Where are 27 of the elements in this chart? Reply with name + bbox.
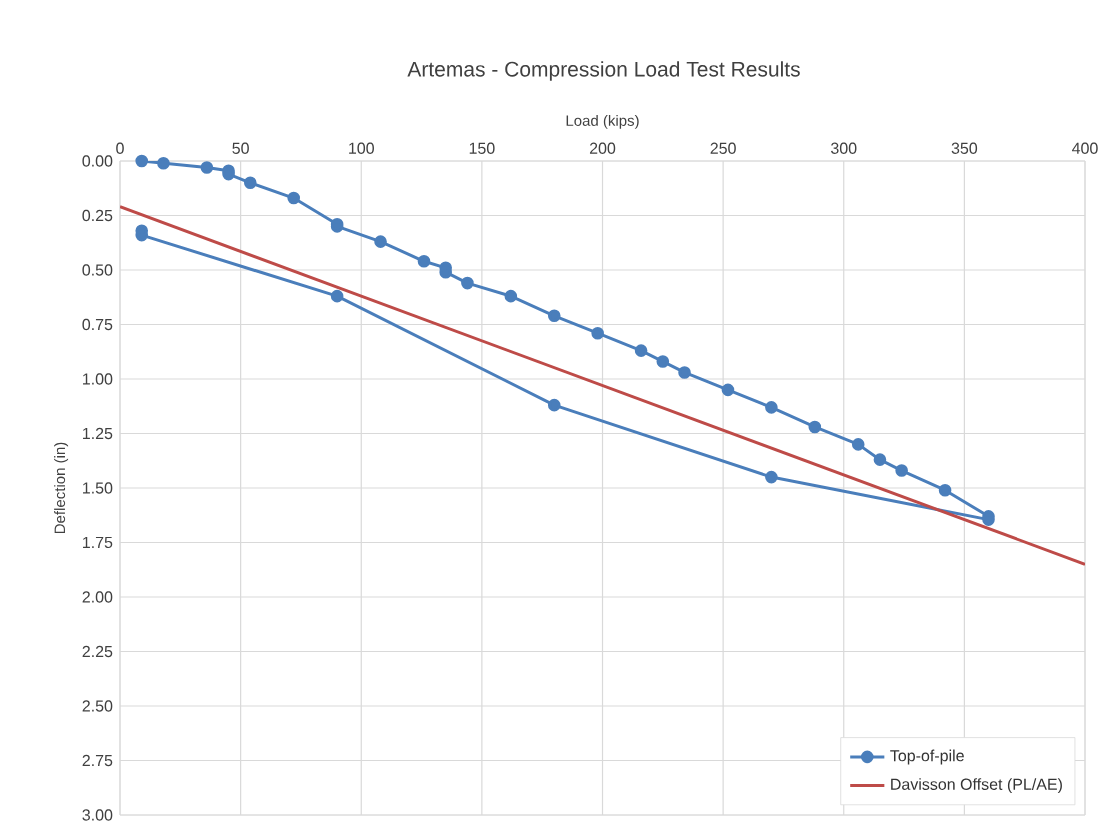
y-tick-label: 1.75: [83, 536, 113, 549]
x-axis-title: Load (kips): [566, 114, 639, 129]
y-tick-label: 2.75: [82, 754, 113, 767]
x-tick-label: 0: [116, 142, 124, 154]
y-tick-label: 0.75: [82, 318, 113, 331]
y-tick-label: 1.25: [83, 427, 113, 440]
y-tick-label: 2.25: [82, 645, 113, 658]
x-tick-label: 300: [831, 142, 857, 154]
chart-title: Artemas - Compression Load Test Results: [407, 61, 800, 81]
y-tick-label: 0.50: [82, 264, 113, 276]
x-tick-label: 150: [469, 142, 495, 154]
x-tick-label: 350: [951, 142, 978, 154]
y-tick-label: 2.50: [82, 700, 113, 712]
y-axis-title: Deflection (in): [54, 442, 69, 534]
x-tick-label: 100: [349, 142, 374, 154]
x-tick-label: 250: [710, 142, 736, 154]
x-tick-label: 50: [232, 142, 249, 154]
y-tick-label: 1.50: [83, 482, 113, 494]
x-tick-label: 200: [589, 142, 616, 154]
y-tick-label: 0.00: [82, 155, 113, 167]
y-tick-label: 1.00: [83, 373, 113, 385]
legend-label: Top-of-pile: [890, 749, 964, 765]
y-tick-label: 3.00: [82, 809, 113, 821]
x-tick-label: 400: [1072, 142, 1098, 154]
y-tick-label: 2.00: [82, 591, 113, 603]
y-tick-label: 0.25: [82, 209, 113, 222]
legend-label: Davisson Offset (PL/AE): [891, 778, 1062, 794]
